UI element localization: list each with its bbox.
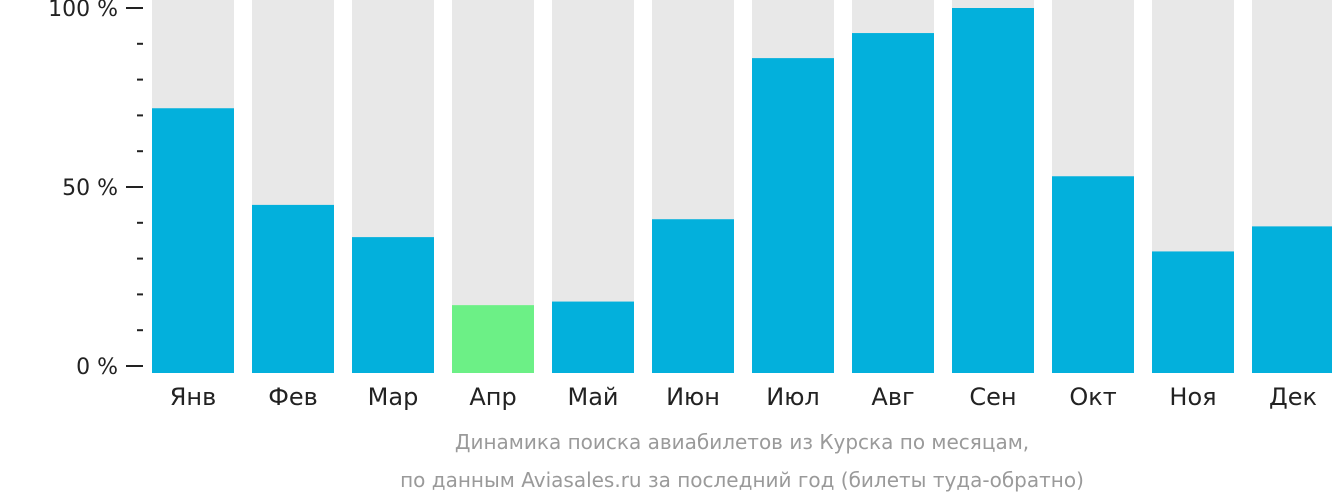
- bar-2: [252, 204, 334, 373]
- x-axis-labels: Янв Фев Мар Апр Май Июн Июл Авг Сен Окт Ноя Дек: [170, 383, 1317, 411]
- month-label: Сен: [969, 383, 1016, 411]
- bar-9: [952, 8, 1034, 373]
- chart-caption-line-2: по данным Aviasales.ru за последний год …: [400, 468, 1084, 492]
- bar-10: [1052, 176, 1134, 373]
- month-label: Янв: [170, 383, 217, 411]
- y-tick-label: 0 %: [76, 355, 118, 380]
- bar-7: [752, 58, 834, 374]
- month-label: Июл: [766, 383, 820, 411]
- y-axis: 0 % 50 % 100 %: [48, 0, 143, 380]
- y-tick-label: 50 %: [62, 176, 118, 201]
- month-label: Май: [567, 383, 618, 411]
- month-label: Авг: [871, 383, 914, 411]
- month-label: Апр: [469, 383, 516, 411]
- bar-6: [652, 219, 734, 373]
- bars-group: [152, 0, 1332, 374]
- bar-8: [852, 33, 934, 374]
- bar-3: [352, 237, 434, 373]
- bar-11: [1152, 251, 1234, 373]
- month-label: Фев: [268, 383, 318, 411]
- month-label: Ноя: [1169, 383, 1216, 411]
- bar-12: [1252, 226, 1332, 373]
- y-tick-label: 100 %: [48, 0, 118, 22]
- bar-1: [152, 108, 234, 374]
- bar-chart: 0 % 50 % 100 % Янв Фев Мар Апр Май Июн Июл Авг Сен…: [48, 0, 1332, 411]
- month-label: Июн: [666, 383, 720, 411]
- chart-caption-line-1: Динамика поиска авиабилетов из Курска по…: [454, 430, 1030, 454]
- bar-4: [452, 305, 534, 373]
- bar-5: [552, 301, 634, 373]
- month-label: Дек: [1269, 383, 1317, 411]
- month-label: Мар: [368, 383, 419, 411]
- month-label: Окт: [1069, 383, 1116, 411]
